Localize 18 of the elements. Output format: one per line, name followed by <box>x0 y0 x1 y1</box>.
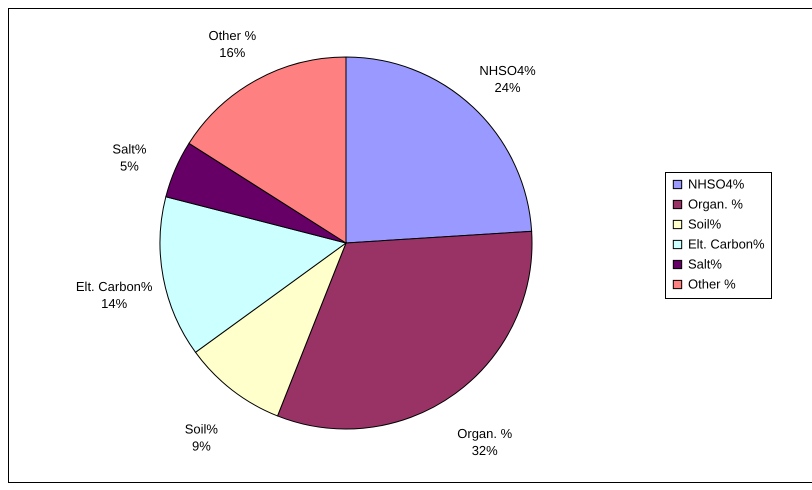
legend-label: Organ. % <box>688 196 744 212</box>
slice-label: Salt% <box>112 141 147 156</box>
data-label: 9% <box>192 438 212 454</box>
data-label: 14% <box>101 296 128 312</box>
data-label: 5% <box>120 158 140 174</box>
legend-label: Other % <box>688 276 736 292</box>
legend-label: NHSO4% <box>688 176 745 192</box>
data-label: 16% <box>219 45 246 60</box>
legend-label: Salt% <box>688 256 722 272</box>
slice-label: Organ. % <box>457 426 513 441</box>
slice-label: Other % <box>208 28 257 44</box>
slice-label: Soil% <box>184 421 218 436</box>
slice-label: Elt. Carbon% <box>76 279 153 294</box>
data-label: 32% <box>472 442 498 458</box>
legend-label: Elt. Carbon% <box>688 236 766 252</box>
data-label: 24% <box>494 80 521 95</box>
slice-label: NHSO4% <box>479 62 536 78</box>
legend-label: Soil% <box>688 216 722 232</box>
